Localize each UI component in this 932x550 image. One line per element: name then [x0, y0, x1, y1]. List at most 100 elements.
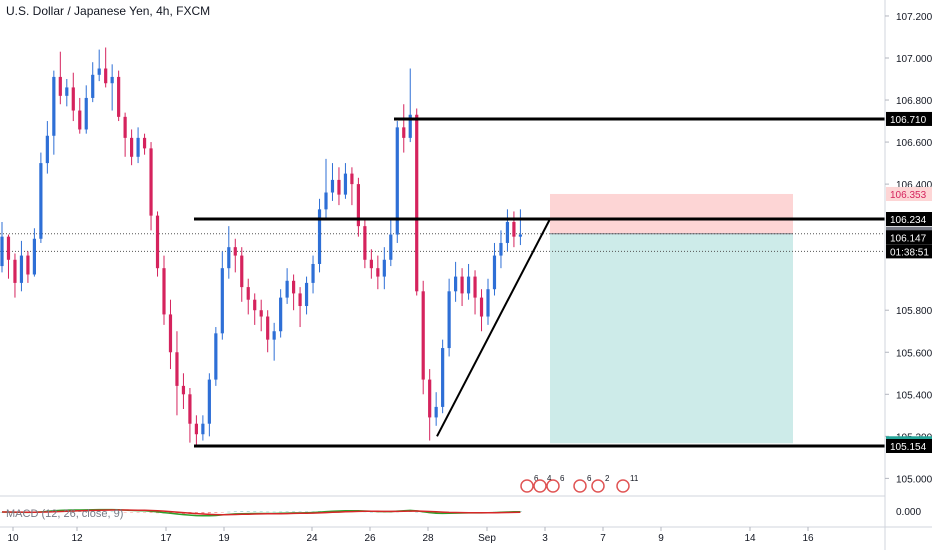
x-tick-label: 17 [160, 533, 172, 544]
candle-body-up [136, 137, 140, 157]
levels-layer [194, 117, 885, 448]
candle-body-down [78, 110, 82, 130]
candle-body-up [65, 87, 69, 96]
candle-body-up [518, 234, 522, 237]
candle-body-up [110, 76, 114, 84]
price-tag [886, 186, 932, 201]
macd-histogram-bar [97, 511, 101, 512]
candle-body-down [175, 352, 179, 386]
macd-signal-line [2, 509, 521, 516]
y-tick-label: 107.000 [896, 54, 932, 65]
price-tag-label: 01:38:51 [890, 247, 929, 258]
candle-body-down [149, 148, 153, 216]
candle-body-down [512, 221, 516, 237]
candle-body-up [227, 247, 231, 269]
candle-body-up [52, 76, 56, 136]
macd-histogram-bar [117, 511, 121, 513]
y-tick-label: 106.800 [896, 96, 932, 107]
macd-histogram-bar [246, 511, 250, 512]
price-tag [886, 212, 932, 226]
y-tick-label: 106.600 [896, 138, 932, 149]
y-tick-label: 105.600 [896, 348, 932, 359]
x-tick-label: 10 [7, 533, 19, 544]
candle-body-up [304, 282, 309, 307]
price-axis-bg [885, 0, 932, 550]
event-marker-icon [533, 479, 547, 493]
candle-body-down [130, 137, 134, 157]
event-marker-icon [520, 479, 534, 493]
x-tick-label: 16 [802, 533, 814, 544]
candle-body-down [298, 293, 302, 307]
candle-body-down [123, 116, 127, 138]
candle-body-down [253, 299, 257, 311]
x-tick-label: 19 [218, 533, 230, 544]
candle-body-up [447, 291, 451, 349]
candle-body-up [454, 276, 458, 292]
macd-histogram-bar [253, 511, 257, 512]
macd-histogram-bar [136, 512, 140, 513]
candle-body-down [142, 137, 147, 149]
candle-body-up [272, 331, 276, 340]
candle-body-down [421, 291, 425, 380]
candle-body-down [363, 226, 367, 260]
macd-histogram-bar [201, 512, 205, 514]
candle-body-up [434, 406, 438, 418]
price-tag [886, 111, 932, 126]
x-tick-label: 9 [658, 533, 664, 544]
macd-histogram-bar [149, 512, 153, 513]
candle-body-up [330, 179, 335, 193]
macd-histogram-bar [214, 512, 218, 513]
candle-body-down [26, 255, 30, 275]
price-tag-label: 106.234 [890, 215, 927, 226]
candle-body-down [194, 423, 198, 435]
candle-body-up [311, 263, 315, 283]
candle-body-up [214, 333, 218, 380]
x-tick-label: 3 [542, 533, 548, 544]
price-tag-label: 105.154 [890, 442, 927, 453]
event-marker-icon [546, 479, 560, 493]
candle-body-down [473, 276, 477, 298]
macd-histogram-bar [84, 511, 88, 512]
event-marker-count: 2 [605, 474, 610, 483]
macd-histogram-bar [175, 512, 179, 514]
candle-body-up [395, 127, 399, 235]
candle-body-down [188, 394, 192, 424]
candle-body-up [343, 173, 348, 195]
candle-body-up [84, 97, 88, 130]
candle-body-down [58, 76, 62, 96]
candle-body-down [460, 276, 464, 294]
candle-body-down [479, 297, 484, 317]
macd-histogram-bar [143, 512, 147, 513]
price-tag [886, 244, 932, 259]
macd-histogram-bar [292, 511, 296, 513]
candle-body-down [337, 179, 341, 195]
candle-body-down [369, 259, 373, 269]
macd-zero-label: 0.000 [896, 507, 921, 518]
candle-body-down [181, 385, 186, 395]
macd-histogram-bar [104, 511, 108, 512]
candle-body-up [317, 209, 322, 264]
x-tick-label: 12 [71, 533, 83, 544]
candle-body-down [13, 259, 17, 283]
candle-body-down [104, 68, 108, 84]
event-marker-count: 4 [547, 474, 552, 483]
chart-title: U.S. Dollar / Japanese Yen, 4h, FXCM [6, 4, 211, 18]
candle-body-down [259, 310, 263, 317]
x-tick-label: 7 [600, 533, 606, 544]
x-tick-label: 26 [364, 533, 376, 544]
candle-body-down [117, 76, 121, 117]
macd-histogram-bar [285, 511, 289, 513]
event-marker-count: 11 [630, 474, 639, 483]
candle-body-up [492, 255, 497, 290]
macd-histogram-bar [91, 511, 95, 512]
stop-loss-zone [550, 193, 793, 234]
trend-line [436, 218, 551, 437]
candle-body-down [240, 255, 244, 288]
event-marker-icon [616, 479, 630, 493]
event-marker-icon [573, 479, 587, 493]
candle-body-down [350, 173, 354, 185]
candle-body-down [6, 236, 11, 260]
candle-body-down [415, 114, 419, 292]
